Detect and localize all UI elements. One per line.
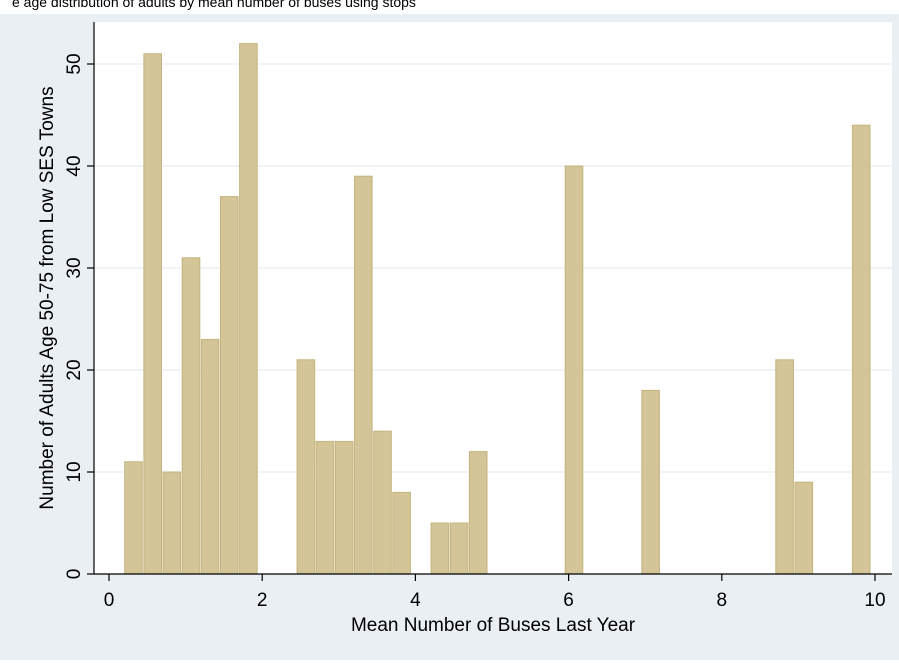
histogram-bar [851, 124, 871, 575]
x-tick-label: 6 [563, 590, 574, 611]
histogram-bar [143, 53, 162, 575]
histogram-bar [373, 430, 392, 575]
x-axis-ticks: 0 2 4 6 8 10 [104, 574, 886, 611]
histogram-bar [641, 389, 660, 575]
histogram-bar [794, 481, 814, 575]
histogram-bar [181, 257, 201, 575]
y-axis-ticks: 0 10 20 30 40 50 [64, 53, 94, 579]
histogram-bar [162, 471, 182, 575]
x-axis-label: Mean Number of Buses Last Year [351, 615, 636, 636]
header-caption-fragment: e age distribution of adults by mean num… [12, 0, 416, 10]
x-tick-label: 2 [257, 590, 268, 611]
header-strip [0, 0, 899, 14]
histogram-bar [449, 522, 469, 575]
x-tick-label: 8 [717, 590, 728, 611]
histogram-bar [220, 196, 239, 575]
histogram-bar [239, 43, 258, 575]
x-tick-label: 0 [104, 590, 115, 611]
histogram-bar [354, 175, 373, 575]
x-tick-label: 10 [864, 590, 885, 611]
histogram-bar [296, 359, 316, 575]
histogram-bar [564, 165, 584, 575]
bars [124, 43, 871, 575]
y-tick-label: 20 [64, 359, 85, 380]
histogram-bar [392, 491, 411, 575]
histogram-bar [200, 338, 220, 575]
histogram-bar [775, 359, 794, 575]
y-tick-label: 10 [64, 461, 85, 482]
histogram-bar [468, 451, 488, 575]
histogram-bar [334, 440, 354, 575]
histogram-bar [124, 461, 143, 575]
y-tick-label: 30 [64, 257, 85, 278]
x-tick-label: 4 [410, 590, 421, 611]
y-tick-label: 0 [64, 569, 85, 580]
histogram-bar [315, 440, 335, 575]
y-axis-label: Number of Adults Age 50-75 from Low SES … [37, 86, 58, 509]
y-tick-label: 40 [64, 155, 85, 176]
histogram-bar [430, 522, 450, 575]
y-tick-label: 50 [64, 53, 85, 74]
